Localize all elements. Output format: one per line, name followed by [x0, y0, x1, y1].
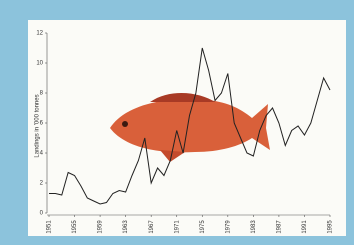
- x-tick-label: 1983: [251, 220, 257, 234]
- x-tick-label: 1959: [98, 220, 104, 234]
- x-tick-label: 1963: [123, 220, 129, 234]
- x-tick-label: 1991: [302, 220, 308, 234]
- x-tick-label: 1995: [328, 220, 334, 234]
- x-tick-label: 1987: [276, 220, 282, 234]
- x-tick-label: 1971: [174, 220, 180, 234]
- x-tick-label: 1951: [47, 220, 53, 234]
- y-tick-label: 10: [36, 61, 43, 67]
- y-tick-label: 12: [36, 31, 43, 37]
- x-tick-label: 1979: [225, 220, 231, 234]
- x-tick-label: 1975: [200, 220, 206, 234]
- x-tick-label: 1967: [149, 220, 155, 234]
- chart: Landings in '000 tonnes 0246810121951195…: [0, 0, 354, 245]
- x-tick-label: 1955: [72, 220, 78, 234]
